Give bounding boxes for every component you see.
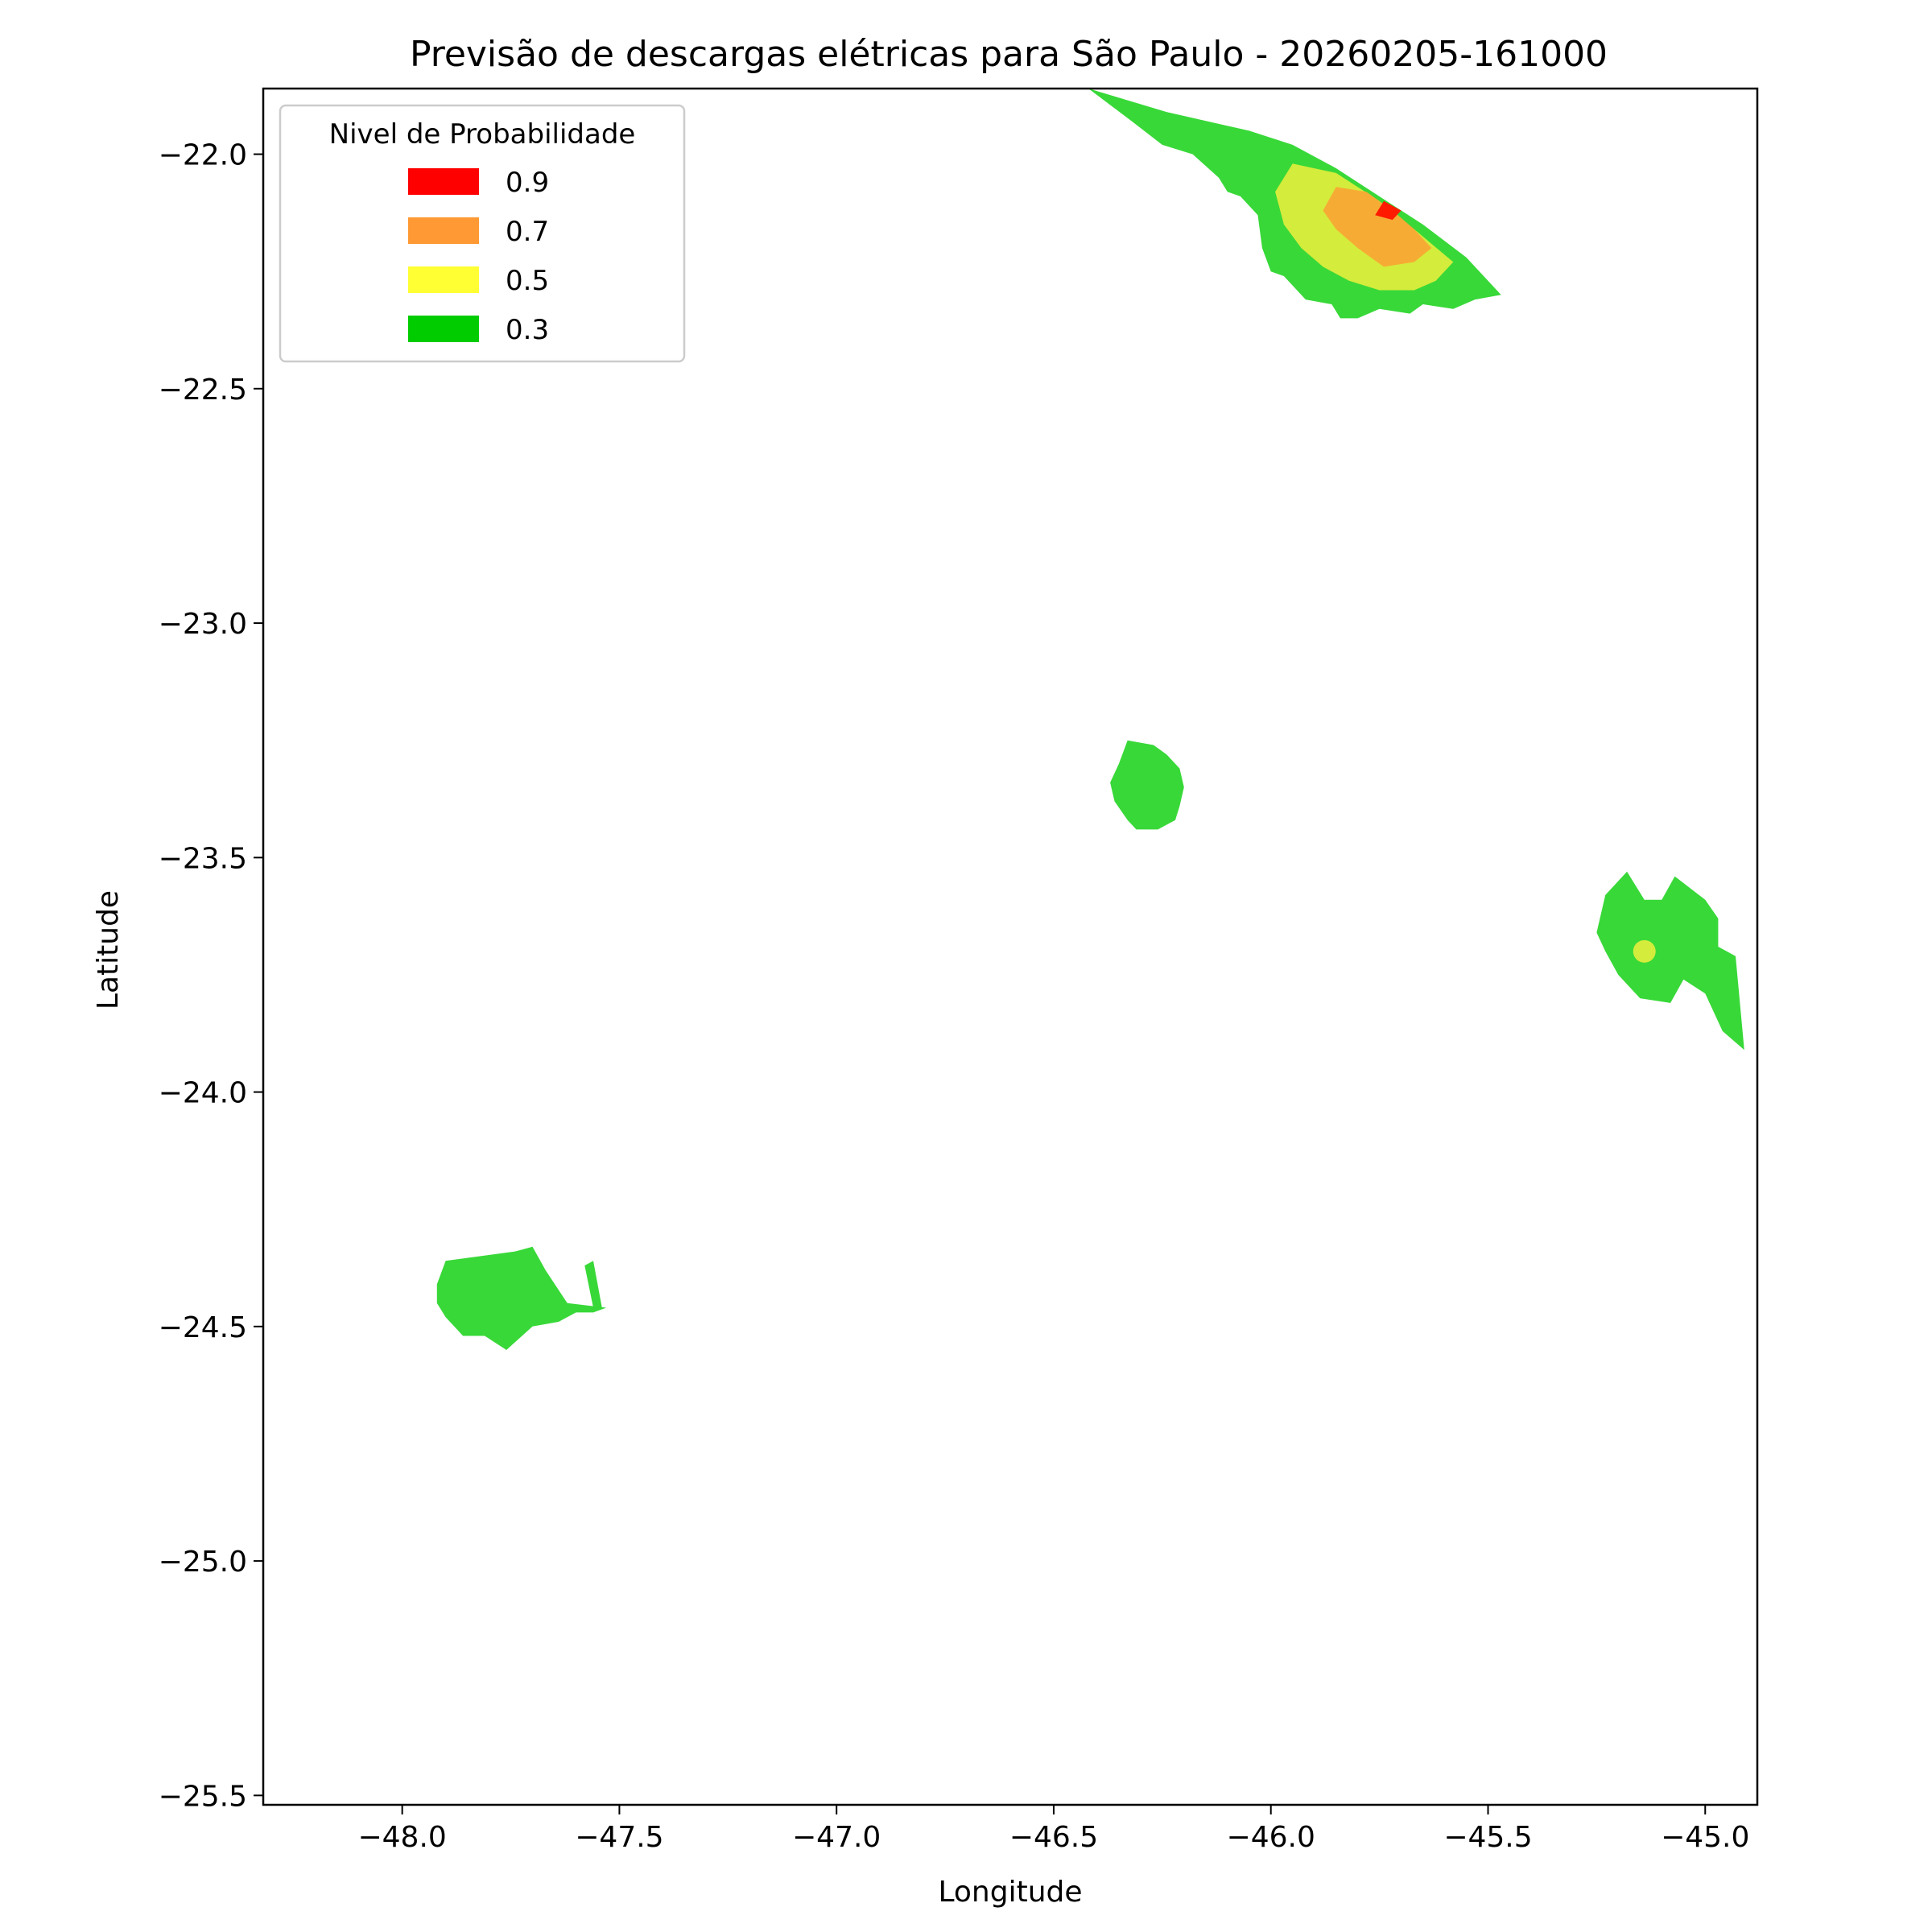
contour-points <box>1633 939 1656 963</box>
plot-frame <box>262 87 1759 1806</box>
x-tick-label: −47.0 <box>792 1821 881 1854</box>
legend-entries: 0.9 0.7 0.5 0.3 <box>408 167 549 346</box>
legend-swatch <box>408 168 479 195</box>
legend-label: 0.5 <box>506 265 549 297</box>
y-tick-label: −22.5 <box>159 374 247 407</box>
x-tick-label: −46.5 <box>1009 1821 1098 1854</box>
x-tick-label: −46.0 <box>1227 1821 1315 1854</box>
contour-region-level-0-3-1 <box>1110 740 1184 830</box>
x-axis-ticks: −48.0 −47.5 −47.0 −46.5 −46.0 −45.5 −45.0 <box>357 1805 1749 1854</box>
y-axis-ticks: −22.0 −22.5 −23.0 −23.5 −24.0 −24.5 −25.0 −25.5 <box>159 139 263 1813</box>
contour-region-level-0-9-0 <box>1375 200 1402 221</box>
x-tick-label: −45.5 <box>1443 1821 1532 1854</box>
x-axis-label: Longitude <box>938 1876 1082 1909</box>
contour-region-level-0-3-3 <box>436 1246 607 1350</box>
legend-swatch <box>408 316 479 342</box>
y-tick-label: −23.0 <box>159 608 247 641</box>
legend-box <box>279 104 686 363</box>
y-tick-label: −25.0 <box>159 1546 247 1579</box>
legend-label: 0.3 <box>506 314 549 346</box>
legend-label: 0.9 <box>506 167 549 199</box>
y-tick-label: −22.0 <box>159 139 247 172</box>
y-tick-label: −25.5 <box>159 1780 247 1813</box>
contour-region-level-0-7-0 <box>1323 187 1432 267</box>
contour-region-level-0-3-2 <box>1596 871 1744 1051</box>
x-tick-label: −45.0 <box>1661 1821 1749 1854</box>
y-axis-label: Latitude <box>92 890 125 1009</box>
contour-region-level-0-3-4 <box>584 1261 602 1308</box>
y-tick-label: −24.5 <box>159 1311 247 1344</box>
legend-title: Nivel de Probabilidade <box>329 118 636 151</box>
x-tick-label: −47.5 <box>575 1821 663 1854</box>
x-tick-label: −48.0 <box>357 1821 446 1854</box>
y-tick-label: −24.0 <box>159 1077 247 1110</box>
contour-cell-0 <box>1633 939 1656 963</box>
legend-swatch <box>408 217 479 244</box>
legend-label: 0.7 <box>506 216 549 248</box>
chart-title: Previsão de descargas elétricas para São… <box>410 34 1608 75</box>
y-tick-label: −23.5 <box>159 842 247 875</box>
legend: Nivel de Probabilidade 0.9 0.7 0.5 0.3 <box>279 104 686 363</box>
contour-regions <box>436 89 1744 1350</box>
legend-swatch <box>408 266 479 293</box>
